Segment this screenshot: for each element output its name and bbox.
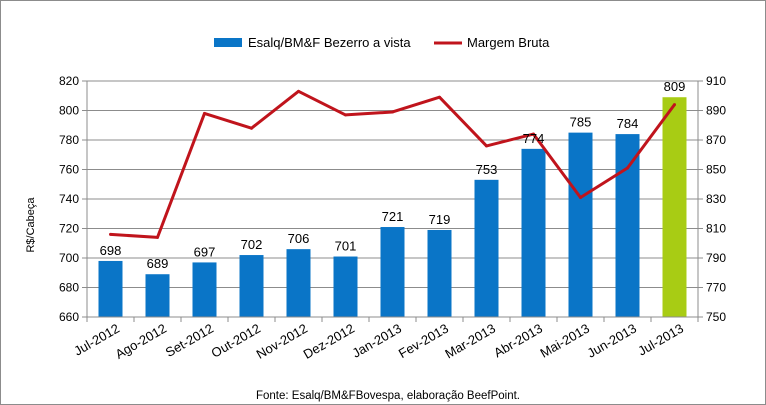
- bar-data-label: 785: [570, 115, 592, 130]
- y-tick-label: 680: [59, 281, 79, 295]
- bar-data-label: 721: [382, 209, 404, 224]
- bar-data-label: 702: [241, 237, 263, 252]
- legend-label-line: Margem Bruta: [467, 35, 550, 50]
- line-point: [532, 132, 535, 136]
- line-point: [438, 95, 441, 99]
- line-point: [485, 144, 488, 148]
- bar-data-label: 809: [664, 79, 686, 94]
- legend-label-bar: Esalq/BM&F Bezerro a vista: [248, 35, 411, 50]
- line-point: [297, 89, 300, 93]
- x-tick-label: Nov-2012: [254, 321, 310, 362]
- x-tick-label: Ago-2012: [113, 321, 169, 362]
- x-tick-label: Mar-2013: [442, 321, 498, 362]
- data-labels: 698 689 697 702 706 701 721 719 753 774 785 784 809: [100, 79, 686, 271]
- y2-tick-label: 750: [706, 310, 726, 324]
- x-tick-label: Fev-2013: [396, 321, 451, 361]
- y2-tick-label: 830: [706, 192, 726, 206]
- bar-data-label: 689: [147, 256, 169, 271]
- bar: [145, 274, 170, 317]
- bar-data-label: 706: [288, 231, 310, 246]
- y2-tick-label: 810: [706, 222, 726, 236]
- y2-tick-label: 890: [706, 104, 726, 118]
- x-tick-label: Jun-2013: [585, 321, 639, 361]
- line-point: [250, 126, 253, 130]
- bar: [286, 249, 311, 317]
- y-axis-ticks: 660 680 700 720 740 760 780 800 820: [59, 74, 79, 324]
- bar: [427, 229, 452, 317]
- x-tick-label: Jan-2013: [350, 321, 404, 361]
- bar: [192, 262, 217, 317]
- line-point: [626, 166, 629, 170]
- line-point: [391, 110, 394, 114]
- y2-tick-label: 770: [706, 281, 726, 295]
- bar-series: [98, 97, 687, 317]
- bar: [98, 260, 123, 317]
- x-tick-label: Set-2012: [163, 321, 216, 360]
- bar: [521, 148, 546, 317]
- bar: [380, 227, 405, 317]
- line-point: [203, 111, 206, 115]
- y2-tick-label: 790: [706, 251, 726, 265]
- bar: [333, 256, 358, 317]
- bar-data-label: 774: [523, 131, 545, 146]
- bar-data-label: 753: [476, 162, 498, 177]
- chart-legend: Esalq/BM&F Bezerro a vista Margem Bruta: [214, 35, 550, 50]
- y2-tick-label: 910: [706, 74, 726, 88]
- y-tick-label: 820: [59, 74, 79, 88]
- y-tick-label: 700: [59, 251, 79, 265]
- bar: [568, 132, 593, 317]
- bar: [662, 97, 687, 317]
- bar: [474, 179, 499, 317]
- line-point: [673, 103, 676, 107]
- y-tick-label: 660: [59, 310, 79, 324]
- x-tick-label: Out-2012: [209, 321, 263, 361]
- x-tick-label: Dez-2012: [301, 321, 357, 362]
- line-point: [109, 232, 112, 236]
- y-tick-label: 760: [59, 163, 79, 177]
- y-tick-label: 720: [59, 222, 79, 236]
- source-note: Fonte: Esalq/BM&FBovespa, elaboração Bee…: [256, 390, 520, 402]
- x-tick-label: Jul-2013: [635, 321, 686, 359]
- legend-swatch-bar: [214, 38, 242, 47]
- y-tick-label: 740: [59, 192, 79, 206]
- x-tick-label: Mai-2013: [538, 321, 592, 361]
- line-series: [109, 89, 676, 239]
- y2-axis-ticks: 750 770 790 810 830 850 870 890 910: [706, 74, 726, 324]
- bar-data-label: 697: [194, 244, 216, 259]
- axes: [82, 80, 703, 322]
- x-axis-ticks: Jul-2012Ago-2012Set-2012Out-2012Nov-2012…: [71, 321, 686, 362]
- bar-data-label: 698: [100, 243, 122, 258]
- line-point: [156, 235, 159, 239]
- line-point: [579, 196, 582, 200]
- x-tick-label: Abr-2013: [491, 321, 545, 361]
- bar: [239, 255, 264, 317]
- bar-data-label: 784: [617, 116, 639, 131]
- y2-tick-label: 870: [706, 133, 726, 147]
- bar-data-label: 719: [429, 212, 451, 227]
- y2-tick-label: 850: [706, 163, 726, 177]
- y-axis-label: R$/Cabeça: [25, 197, 37, 253]
- bar-data-label: 701: [335, 239, 357, 254]
- y-tick-label: 780: [59, 133, 79, 147]
- y-tick-label: 800: [59, 104, 79, 118]
- bar: [615, 134, 640, 317]
- line-point: [344, 113, 347, 117]
